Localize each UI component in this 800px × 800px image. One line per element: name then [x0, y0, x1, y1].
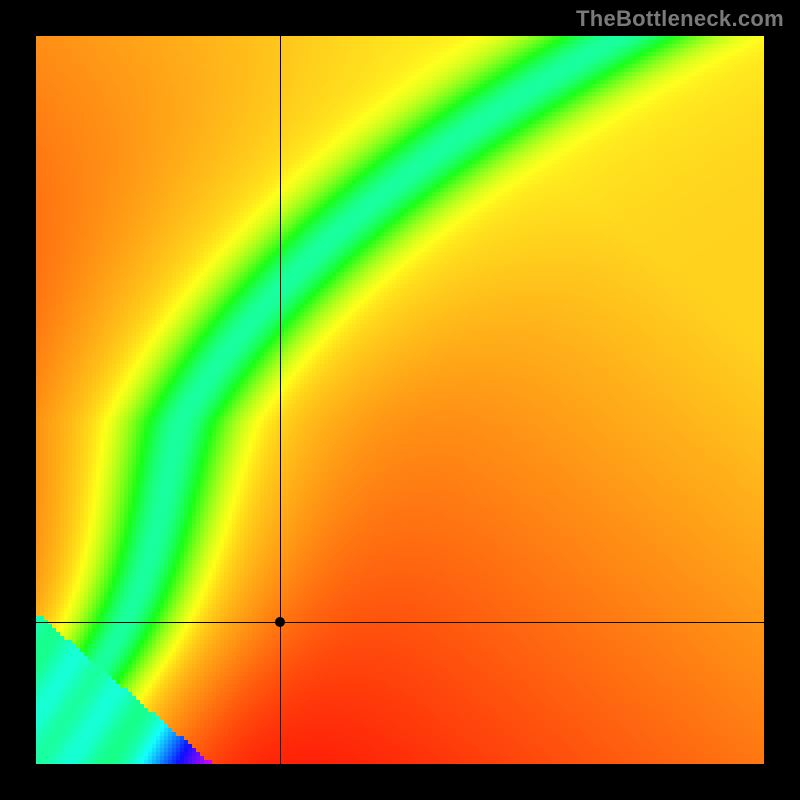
- heatmap-canvas: [36, 36, 764, 764]
- watermark-text: TheBottleneck.com: [576, 6, 784, 32]
- marker-dot: [275, 617, 285, 627]
- plot-area: [36, 36, 764, 764]
- crosshair-vertical: [280, 36, 281, 764]
- crosshair-horizontal: [36, 622, 764, 623]
- chart-container: TheBottleneck.com: [0, 0, 800, 800]
